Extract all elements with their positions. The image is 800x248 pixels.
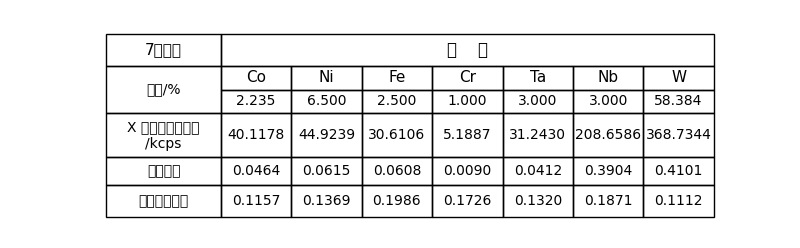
Bar (643, 113, 714, 157)
Text: 元    素: 元 素 (447, 41, 488, 59)
Bar (291, 185, 362, 217)
Text: 0.4101: 0.4101 (654, 164, 702, 178)
Text: 0.0090: 0.0090 (443, 164, 491, 178)
Bar (502, 90, 573, 113)
Text: 0.3904: 0.3904 (584, 164, 632, 178)
Text: Fe: Fe (388, 70, 406, 85)
Bar (221, 157, 291, 185)
Bar (432, 185, 502, 217)
Text: Cr: Cr (459, 70, 476, 85)
Bar (432, 90, 502, 113)
Bar (221, 113, 291, 157)
Bar (502, 157, 573, 185)
Text: 30.6106: 30.6106 (368, 128, 426, 142)
Bar (432, 157, 502, 185)
Text: 6.500: 6.500 (306, 94, 346, 108)
Bar (106, 113, 221, 157)
Text: W: W (671, 70, 686, 85)
Bar (432, 66, 502, 90)
Text: 标准偏差: 标准偏差 (147, 164, 180, 178)
Bar (643, 185, 714, 217)
Bar (573, 66, 643, 90)
Bar (643, 157, 714, 185)
Text: 3.000: 3.000 (589, 94, 628, 108)
Text: 0.1157: 0.1157 (232, 194, 280, 208)
Text: 0.0464: 0.0464 (232, 164, 280, 178)
Text: 368.7344: 368.7344 (646, 128, 711, 142)
Bar (106, 157, 221, 185)
Bar (643, 90, 714, 113)
Text: 1.000: 1.000 (448, 94, 487, 108)
Bar (573, 90, 643, 113)
Bar (362, 113, 432, 157)
Bar (502, 113, 573, 157)
Text: Nb: Nb (598, 70, 618, 85)
Text: 58.384: 58.384 (654, 94, 702, 108)
Text: 208.6586: 208.6586 (575, 128, 642, 142)
Bar (573, 185, 643, 217)
Bar (432, 113, 502, 157)
Text: Ni: Ni (318, 70, 334, 85)
Bar (362, 157, 432, 185)
Text: 相对标准偏差: 相对标准偏差 (138, 194, 189, 208)
Bar (106, 66, 221, 113)
Text: 2.235: 2.235 (237, 94, 276, 108)
Bar (291, 66, 362, 90)
Bar (502, 185, 573, 217)
Text: Ta: Ta (530, 70, 546, 85)
Text: 2.500: 2.500 (378, 94, 417, 108)
Text: 0.0412: 0.0412 (514, 164, 562, 178)
Text: 0.1986: 0.1986 (373, 194, 422, 208)
Text: 0.0615: 0.0615 (302, 164, 350, 178)
Text: 0.1871: 0.1871 (584, 194, 633, 208)
Text: 0.0608: 0.0608 (373, 164, 421, 178)
Text: 0.1726: 0.1726 (443, 194, 491, 208)
Text: 0.1112: 0.1112 (654, 194, 703, 208)
Bar (106, 185, 221, 217)
Text: 0.1320: 0.1320 (514, 194, 562, 208)
Text: Co: Co (246, 70, 266, 85)
Bar (362, 66, 432, 90)
Text: 含量/%: 含量/% (146, 83, 181, 97)
Bar (502, 66, 573, 90)
Bar (106, 34, 221, 66)
Bar (221, 185, 291, 217)
Text: 0.1369: 0.1369 (302, 194, 350, 208)
Bar (221, 66, 291, 90)
Text: 5.1887: 5.1887 (443, 128, 491, 142)
Bar (573, 157, 643, 185)
Text: 40.1178: 40.1178 (227, 128, 285, 142)
Bar (291, 157, 362, 185)
Text: 3.000: 3.000 (518, 94, 558, 108)
Text: 31.2430: 31.2430 (510, 128, 566, 142)
Bar (221, 34, 714, 66)
Bar (221, 90, 291, 113)
Bar (291, 90, 362, 113)
Bar (573, 113, 643, 157)
Text: 44.9239: 44.9239 (298, 128, 355, 142)
Bar (362, 90, 432, 113)
Bar (291, 113, 362, 157)
Bar (643, 66, 714, 90)
Text: X 射线强度平均值
/kcps: X 射线强度平均值 /kcps (127, 120, 200, 151)
Bar (362, 185, 432, 217)
Text: 7号样品: 7号样品 (145, 42, 182, 57)
